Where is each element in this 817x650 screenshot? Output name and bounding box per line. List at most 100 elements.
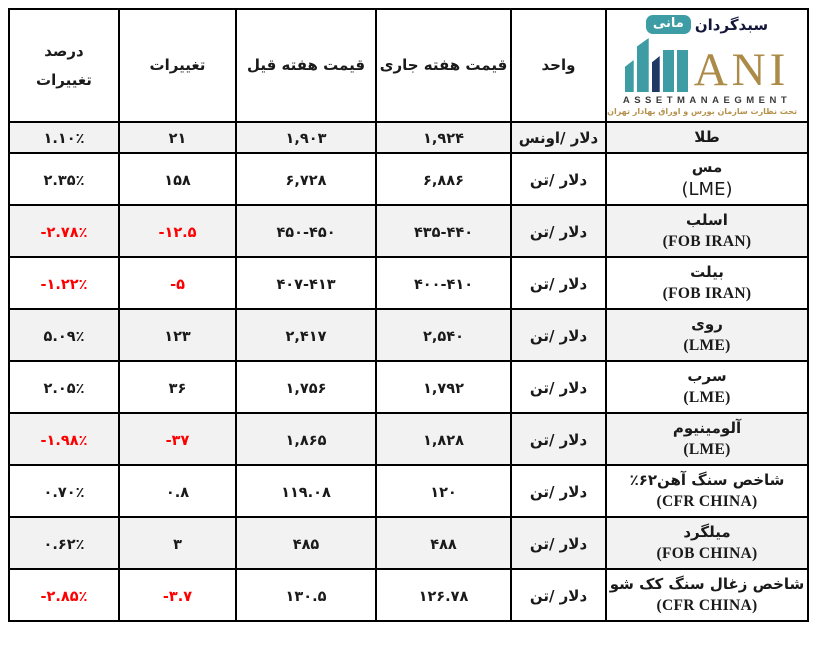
commodity-name-en: (CFR CHINA): [656, 597, 758, 615]
change-cell: -۱۲.۵: [118, 204, 237, 258]
current-week-price-value: ۴۳۵-۴۴۰: [413, 224, 474, 241]
change-cell: -۳۷: [118, 412, 237, 466]
table-row: مس (LME) دلار /تن ۶,۸۸۶ ۶,۷۲۸ ۱۵۸ ۲.۳۵٪: [8, 152, 809, 206]
previous-week-price-value: ۴۵۰-۴۵۰: [276, 224, 336, 241]
unit-cell: دلار /تن: [510, 256, 607, 310]
change-cell: ۱۵۸: [118, 152, 237, 206]
logo-ani-text: ANI: [693, 44, 790, 96]
table-row: طلا دلار /اونس ۱,۹۲۴ ۱,۹۰۳ ۲۱ ۱.۱۰٪: [8, 121, 809, 154]
logo-subtitle-en: ASSETMANAEGMENT: [622, 95, 792, 106]
percent-change-cell: ۱.۱۰٪: [8, 121, 120, 154]
commodity-name-cell: سرب (LME): [605, 360, 809, 414]
previous-week-price-cell: ۱,۸۶۵: [235, 412, 377, 466]
percent-change-value: ۰.۷۰٪: [43, 484, 85, 501]
commodity-name-en: (LME): [681, 178, 733, 200]
commodity-name-en: (LME): [683, 389, 731, 407]
change-value: ۳: [173, 536, 182, 553]
percent-change-value: -۱.۲۲٪: [40, 276, 88, 293]
commodity-name-cell: شاخص زغال سنگ کک شو (CFR CHINA): [605, 568, 809, 622]
current-week-price-value: ۱۲۰: [430, 484, 457, 501]
table-row: اسلب (FOB IRAN) دلار /تن ۴۳۵-۴۴۰ ۴۵۰-۴۵۰ -۱۲.…: [8, 204, 809, 258]
percent-change-value: ۲.۰۵٪: [43, 380, 85, 397]
previous-week-price-value: ۴۸۵: [292, 536, 320, 553]
logo-brand-line: سبدگردان مانی: [617, 15, 797, 34]
current-week-price-value: ۶,۸۸۶: [423, 172, 464, 189]
commodity-name-cell: آلومینیوم (LME): [605, 412, 809, 466]
commodity-name-fa: سرب: [687, 367, 727, 386]
previous-week-price-cell: ۴۸۵: [235, 516, 377, 570]
percent-change-cell: ۵.۰۹٪: [8, 308, 120, 362]
table-row: شاخص سنگ آهن۶۲‏٪ (CFR CHINA) دلار /تن ۱۲۰ ۱۱…: [8, 464, 809, 518]
commodity-name-cell: بیلت (FOB IRAN): [605, 256, 809, 310]
unit-value: دلار /تن: [529, 274, 588, 293]
logo-cell: سبدگردان مانی ANI ASSETMANAEGMEN: [605, 8, 809, 123]
commodity-name-en: (FOB IRAN): [662, 233, 752, 251]
previous-week-price-value: ۱۱۹.۰۸: [281, 484, 331, 501]
previous-week-price-value: ۶,۷۲۸: [285, 172, 327, 189]
unit-cell: دلار /اونس: [510, 121, 607, 154]
current-week-price-cell: ۴۰۰-۴۱۰: [375, 256, 512, 310]
percent-change-value: -۲.۷۸٪: [40, 224, 88, 241]
commodity-name-fa: میلگرد: [683, 523, 731, 542]
unit-value: دلار /تن: [529, 534, 588, 553]
commodity-name-en: (FOB CHINA): [656, 545, 758, 563]
current-week-price-value: ۱,۹۲۴: [423, 131, 464, 147]
change-cell: ۳: [118, 516, 237, 570]
change-cell: -۵: [118, 256, 237, 310]
unit-value: دلار /تن: [529, 430, 588, 449]
table-row: شاخص زغال سنگ کک شو (CFR CHINA) دلار /تن ۱۲…: [8, 568, 809, 622]
table-row: روی (LME) دلار /تن ۲,۵۴۰ ۲,۴۱۷ ۱۲۳ ۵.۰۹٪: [8, 308, 809, 362]
commodity-name-fa: مس: [691, 157, 723, 176]
change-value: -۳.۷: [162, 588, 193, 605]
change-value: ۰.۸: [165, 484, 190, 501]
company-logo: سبدگردان مانی ANI ASSETMANAEGMEN: [608, 15, 797, 116]
unit-value: دلار /تن: [529, 482, 588, 501]
logo-mani-badge: مانی: [645, 15, 691, 34]
commodity-name-fa: شاخص سنگ آهن۶۲‏٪: [629, 471, 785, 490]
current-week-price-cell: ۴۸۸: [375, 516, 512, 570]
percent-change-cell: -۲.۸۵٪: [8, 568, 120, 622]
current-week-price-cell: ۱,۹۲۴: [375, 121, 512, 154]
change-value: ۲۱: [168, 131, 187, 147]
change-value: -۱۲.۵: [158, 224, 197, 241]
commodity-price-table: سبدگردان مانی ANI ASSETMANAEGMEN: [8, 8, 809, 622]
commodity-name-fa: آلومینیوم: [672, 419, 742, 438]
percent-change-cell: -۲.۷۸٪: [8, 204, 120, 258]
previous-week-price-cell: ۱,۹۰۳: [235, 121, 377, 154]
commodity-name-en: (FOB IRAN): [662, 285, 752, 303]
commodity-name-fa: شاخص زغال سنگ کک شو: [609, 575, 805, 594]
unit-cell: دلار /تن: [510, 360, 607, 414]
commodity-name-en: (CFR CHINA): [656, 493, 758, 511]
previous-week-price-cell: ۶,۷۲۸: [235, 152, 377, 206]
current-week-price-cell: ۱۲۶.۷۸: [375, 568, 512, 622]
header-changes: تغییرات: [118, 8, 237, 123]
percent-change-value: ۱.۱۰٪: [43, 131, 85, 147]
commodity-name-fa: اسلب: [686, 211, 728, 230]
header-row: سبدگردان مانی ANI ASSETMANAEGMEN: [8, 8, 809, 123]
previous-week-price-cell: ۲,۴۱۷: [235, 308, 377, 362]
commodity-name-fa: روی: [691, 315, 723, 334]
table-row: آلومینیوم (LME) دلار /تن ۱,۸۲۸ ۱,۸۶۵ -۳۷ -۱.۹۸…: [8, 412, 809, 466]
previous-week-price-value: ۲,۴۱۷: [285, 328, 327, 345]
percent-change-value: -۲.۸۵٪: [40, 588, 88, 605]
percent-change-cell: ۰.۷۰٪: [8, 464, 120, 518]
previous-week-price-value: ۱,۹۰۳: [285, 131, 327, 147]
unit-value: دلار /تن: [529, 222, 588, 241]
change-value: -۳۷: [165, 432, 190, 449]
logo-mark-row: ANI: [617, 36, 797, 96]
previous-week-price-value: ۱,۸۶۵: [285, 432, 327, 449]
percent-change-value: ۵.۰۹٪: [43, 328, 85, 345]
change-value: ۳۶: [168, 380, 187, 397]
previous-week-price-cell: ۱۳۰.۵: [235, 568, 377, 622]
percent-change-cell: ۰.۶۲٪: [8, 516, 120, 570]
previous-week-price-value: ۱,۷۵۶: [285, 380, 327, 397]
current-week-price-cell: ۱۲۰: [375, 464, 512, 518]
unit-cell: دلار /تن: [510, 568, 607, 622]
previous-week-price-cell: ۴۵۰-۴۵۰: [235, 204, 377, 258]
previous-week-price-value: ۱۳۰.۵: [285, 588, 327, 605]
unit-value: دلار /اونس: [518, 129, 599, 147]
current-week-price-cell: ۱,۷۹۲: [375, 360, 512, 414]
commodity-name-cell: میلگرد (FOB CHINA): [605, 516, 809, 570]
logo-brand-fa: سبدگردان: [694, 15, 769, 34]
unit-cell: دلار /تن: [510, 412, 607, 466]
